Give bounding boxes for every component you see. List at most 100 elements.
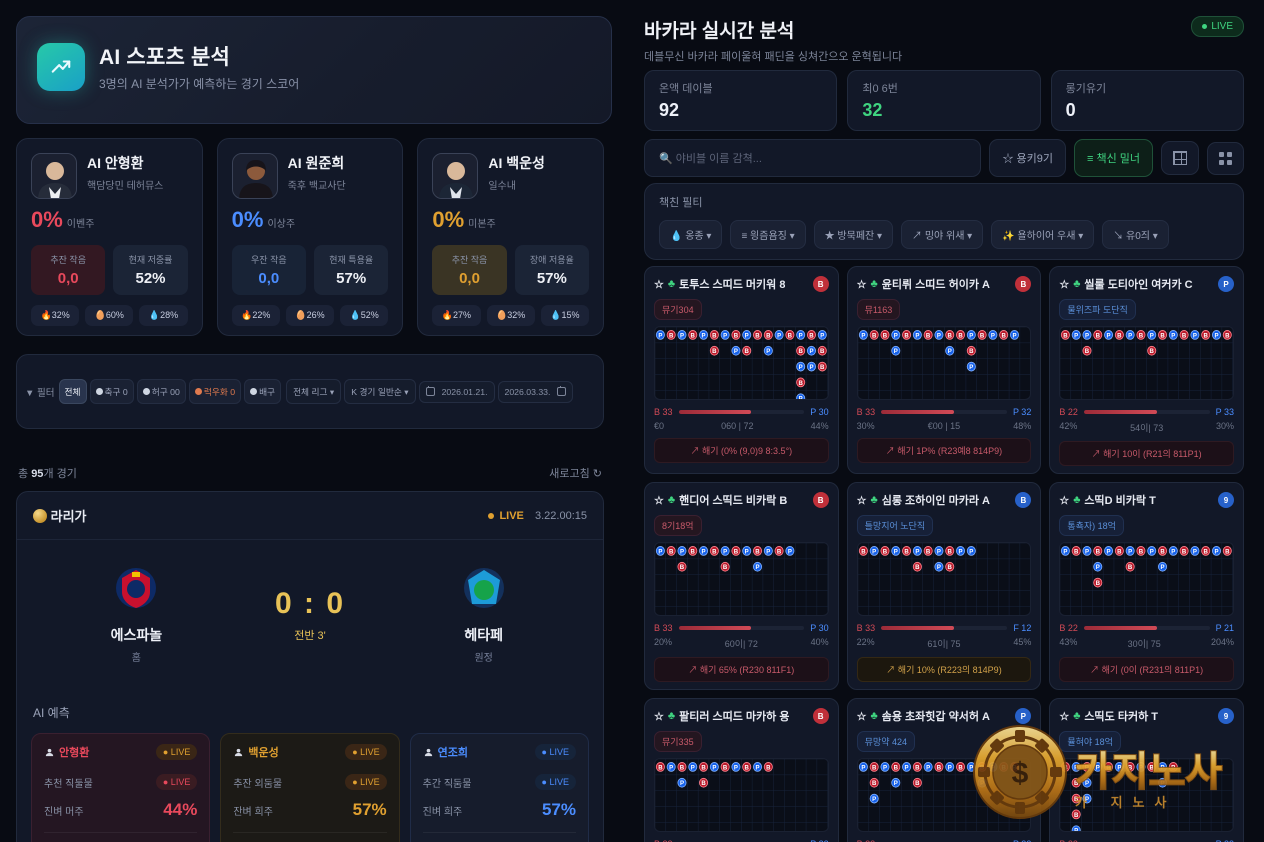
- svg-text:P: P: [1139, 764, 1143, 771]
- svg-text:B: B: [723, 564, 728, 571]
- svg-text:P: P: [1150, 332, 1154, 339]
- svg-text:P: P: [991, 332, 995, 339]
- svg-text:B: B: [969, 348, 974, 355]
- svg-text:B: B: [1150, 764, 1155, 771]
- svg-text:B: B: [798, 380, 803, 387]
- svg-text:B: B: [893, 764, 898, 771]
- svg-text:B: B: [669, 548, 674, 555]
- svg-text:P: P: [969, 764, 973, 771]
- svg-text:B: B: [1064, 764, 1069, 771]
- svg-text:B: B: [669, 332, 674, 339]
- svg-text:P: P: [799, 395, 803, 400]
- svg-text:P: P: [702, 332, 706, 339]
- svg-text:B: B: [947, 564, 952, 571]
- svg-text:P: P: [723, 548, 727, 555]
- svg-text:P: P: [937, 564, 941, 571]
- svg-text:B: B: [691, 332, 696, 339]
- svg-text:B: B: [820, 348, 825, 355]
- svg-text:P: P: [893, 348, 897, 355]
- svg-text:B: B: [1161, 548, 1166, 555]
- svg-text:P: P: [734, 764, 738, 771]
- svg-text:B: B: [680, 564, 685, 571]
- svg-text:B: B: [1182, 332, 1187, 339]
- svg-text:B: B: [1085, 764, 1090, 771]
- svg-text:B: B: [872, 780, 877, 787]
- svg-text:P: P: [755, 564, 759, 571]
- svg-text:P: P: [691, 764, 695, 771]
- svg-text:B: B: [712, 332, 717, 339]
- svg-text:P: P: [809, 364, 813, 371]
- svg-text:P: P: [1215, 548, 1219, 555]
- svg-text:B: B: [798, 348, 803, 355]
- svg-text:B: B: [701, 780, 706, 787]
- svg-text:B: B: [1128, 564, 1133, 571]
- svg-text:P: P: [893, 548, 897, 555]
- svg-text:B: B: [1117, 332, 1122, 339]
- svg-text:B: B: [980, 332, 985, 339]
- svg-text:B: B: [691, 548, 696, 555]
- svg-text:P: P: [1215, 332, 1219, 339]
- svg-text:P: P: [904, 764, 908, 771]
- svg-text:P: P: [734, 348, 738, 355]
- svg-text:P: P: [1085, 548, 1089, 555]
- svg-text:B: B: [1117, 548, 1122, 555]
- svg-text:P: P: [937, 332, 941, 339]
- svg-text:P: P: [883, 764, 887, 771]
- svg-text:P: P: [1085, 780, 1089, 787]
- svg-text:P: P: [723, 332, 727, 339]
- svg-text:B: B: [1085, 348, 1090, 355]
- svg-text:B: B: [1225, 332, 1230, 339]
- svg-text:B: B: [904, 548, 909, 555]
- svg-text:B: B: [915, 780, 920, 787]
- svg-text:P: P: [658, 332, 662, 339]
- svg-text:B: B: [936, 764, 941, 771]
- svg-text:P: P: [915, 548, 919, 555]
- svg-text:P: P: [861, 332, 865, 339]
- svg-text:B: B: [658, 764, 663, 771]
- svg-text:B: B: [1074, 812, 1079, 819]
- svg-text:P: P: [893, 780, 897, 787]
- svg-text:P: P: [969, 364, 973, 371]
- svg-text:B: B: [861, 548, 866, 555]
- svg-text:P: P: [745, 548, 749, 555]
- svg-text:B: B: [712, 348, 717, 355]
- svg-text:P: P: [926, 764, 930, 771]
- svg-text:P: P: [777, 332, 781, 339]
- svg-text:P: P: [1161, 564, 1165, 571]
- svg-text:P: P: [991, 764, 995, 771]
- svg-text:P: P: [1193, 548, 1197, 555]
- svg-text:B: B: [734, 332, 739, 339]
- svg-text:B: B: [872, 332, 877, 339]
- svg-text:B: B: [1074, 548, 1079, 555]
- svg-text:P: P: [788, 548, 792, 555]
- svg-text:B: B: [701, 764, 706, 771]
- svg-text:P: P: [872, 548, 876, 555]
- svg-text:B: B: [1096, 332, 1101, 339]
- svg-text:B: B: [755, 548, 760, 555]
- svg-text:P: P: [980, 780, 984, 787]
- svg-text:B: B: [1096, 580, 1101, 587]
- svg-text:P: P: [1096, 764, 1100, 771]
- svg-text:B: B: [745, 348, 750, 355]
- svg-text:P: P: [1161, 780, 1165, 787]
- svg-text:P: P: [969, 332, 973, 339]
- svg-text:P: P: [1107, 548, 1111, 555]
- svg-text:B: B: [1107, 764, 1112, 771]
- svg-text:B: B: [882, 332, 887, 339]
- svg-text:P: P: [1172, 548, 1176, 555]
- svg-text:B: B: [712, 548, 717, 555]
- svg-text:P: P: [1085, 796, 1089, 803]
- svg-text:P: P: [766, 348, 770, 355]
- svg-text:B: B: [680, 764, 685, 771]
- svg-text:B: B: [926, 332, 931, 339]
- svg-text:P: P: [1085, 332, 1089, 339]
- svg-text:P: P: [809, 348, 813, 355]
- svg-text:B: B: [1128, 764, 1133, 771]
- svg-text:P: P: [755, 764, 759, 771]
- svg-text:B: B: [872, 764, 877, 771]
- svg-text:B: B: [809, 332, 814, 339]
- svg-text:P: P: [1074, 332, 1078, 339]
- svg-text:P: P: [947, 348, 951, 355]
- svg-text:P: P: [1150, 548, 1154, 555]
- svg-text:B: B: [915, 764, 920, 771]
